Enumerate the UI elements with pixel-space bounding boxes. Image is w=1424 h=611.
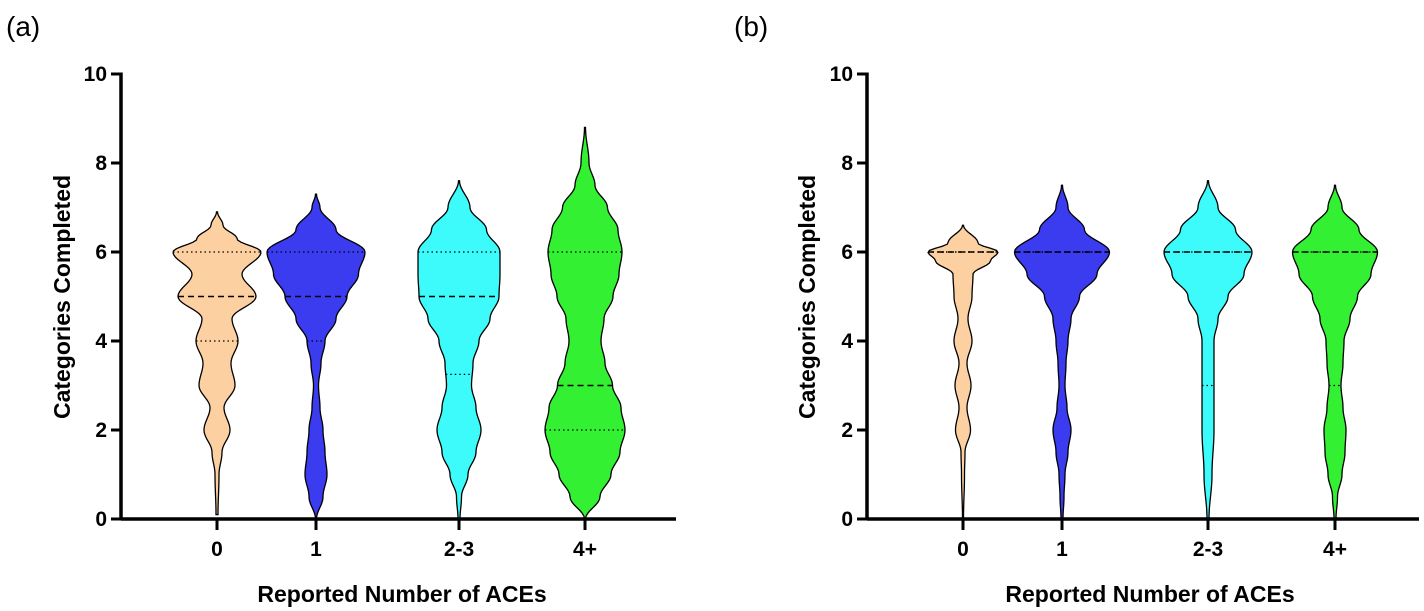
panel-b-y-tick-label-0: 0 [841,508,853,531]
panel-a-y-tick-label-8: 8 [95,152,107,175]
panel-a: (a) Categories Completed Reported Number… [6,11,676,607]
panel-a-y-tick-label-0: 0 [95,508,107,531]
panel-b-x-axis-title: Reported Number of ACEs [1005,581,1294,607]
panel-b-x-tick-label-0: 0 [957,538,969,561]
panel-a-y-tick-label-6: 6 [95,241,107,264]
panel-b: (b) Categories Completed Reported Number… [734,11,1419,607]
panel-b-y-tick-label-2: 2 [841,419,853,442]
panel-b-label: (b) [734,11,768,42]
panel-a-x-tick-label-2-3: 2-3 [444,538,474,561]
panel-b-violin-1 [1013,184,1111,520]
panel-a-label: (a) [6,11,40,42]
panel-b-x-tick-label-4+: 4+ [1323,538,1347,561]
panel-b-x-tick-label-1: 1 [1056,538,1068,561]
panel-b-y-tick-label-4: 4 [841,330,853,353]
panel-a-y-tick-label-10: 10 [84,63,107,86]
panel-b-x-tick-label-2-3: 2-3 [1193,538,1223,561]
panel-a-y-tick-label-4: 4 [95,330,107,353]
panel-b-plot-area: 0 2 4 6 8 10 0 1 2-3 4+ [830,63,1419,561]
panel-a-y-tick-label-2: 2 [95,419,107,442]
panel-b-violin-4+ [1291,184,1379,520]
panel-a-violin-1 [266,193,366,520]
panel-b-violin-0 [927,224,999,520]
panel-b-y-tick-label-8: 8 [841,152,853,175]
panel-b-y-tick-label-10: 10 [830,63,853,86]
panel-b-y-axis-title: Categories Completed [794,175,820,419]
panel-a-x-tick-label-4+: 4+ [573,538,597,561]
panel-a-violin-4+ [544,126,626,520]
panel-b-violin-2-3 [1163,180,1253,520]
panel-a-x-tick-label-0: 0 [211,538,223,561]
panel-a-violin-0 [172,211,262,516]
panel-b-y-tick-label-6: 6 [841,241,853,264]
panel-a-violin-2-3 [417,180,501,520]
panel-a-y-axis-title: Categories Completed [49,175,75,419]
panel-a-x-axis-title: Reported Number of ACEs [257,581,546,607]
panel-a-x-tick-label-1: 1 [310,538,322,561]
panel-a-plot-area: 0 2 4 6 8 10 0 1 2-3 4+ [84,63,676,561]
